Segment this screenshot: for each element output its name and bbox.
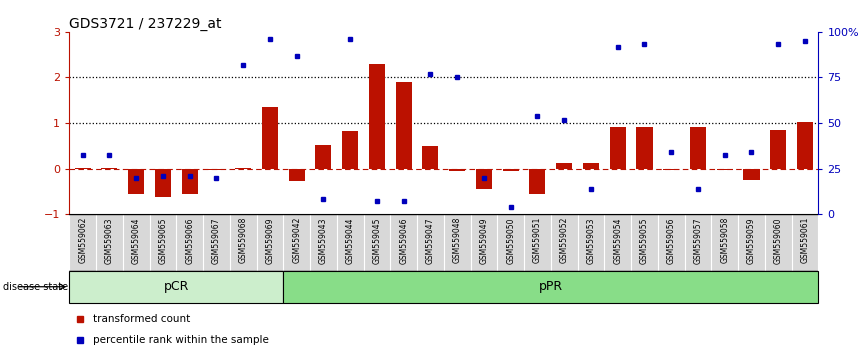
Bar: [236, 168, 251, 169]
Text: GSM559054: GSM559054: [613, 217, 622, 263]
Text: GSM559050: GSM559050: [507, 217, 515, 263]
Bar: [663, 169, 679, 170]
Text: GSM559052: GSM559052: [559, 217, 569, 263]
Text: GSM559066: GSM559066: [185, 217, 194, 263]
Text: GSM559055: GSM559055: [640, 217, 649, 263]
Text: GSM559049: GSM559049: [480, 217, 488, 263]
Text: GDS3721 / 237229_at: GDS3721 / 237229_at: [69, 17, 222, 31]
Text: GSM559051: GSM559051: [533, 217, 542, 263]
Text: GSM559059: GSM559059: [747, 217, 756, 263]
Bar: [610, 127, 626, 169]
Text: disease state: disease state: [3, 282, 68, 292]
Text: GSM559047: GSM559047: [426, 217, 435, 263]
Bar: [743, 169, 759, 180]
Text: transformed count: transformed count: [93, 314, 190, 324]
Bar: [155, 169, 171, 197]
Bar: [449, 169, 465, 171]
Bar: [342, 131, 359, 169]
Text: GSM559068: GSM559068: [239, 217, 248, 263]
Text: pCR: pCR: [164, 280, 189, 293]
Text: GSM559057: GSM559057: [694, 217, 702, 263]
Bar: [128, 169, 144, 194]
Bar: [556, 163, 572, 169]
Text: GSM559053: GSM559053: [586, 217, 596, 263]
Bar: [209, 169, 224, 170]
Bar: [770, 130, 786, 169]
Bar: [502, 169, 519, 171]
Bar: [182, 169, 197, 194]
Bar: [396, 82, 411, 169]
Text: GSM559043: GSM559043: [319, 217, 328, 263]
Text: GSM559056: GSM559056: [667, 217, 675, 263]
Bar: [797, 122, 813, 169]
Text: GSM559065: GSM559065: [158, 217, 167, 263]
Bar: [369, 64, 385, 169]
Bar: [529, 169, 546, 194]
Bar: [476, 169, 492, 189]
Text: GSM559061: GSM559061: [800, 217, 810, 263]
Text: GSM559063: GSM559063: [105, 217, 114, 263]
Bar: [637, 127, 652, 169]
Text: percentile rank within the sample: percentile rank within the sample: [93, 335, 268, 345]
Bar: [717, 169, 733, 170]
Text: GSM559067: GSM559067: [212, 217, 221, 263]
Text: GSM559064: GSM559064: [132, 217, 140, 263]
Bar: [288, 169, 305, 181]
Text: GSM559062: GSM559062: [78, 217, 87, 263]
Bar: [315, 145, 332, 169]
Bar: [74, 168, 91, 169]
Text: GSM559069: GSM559069: [266, 217, 275, 263]
Text: GSM559058: GSM559058: [721, 217, 729, 263]
Bar: [69, 271, 283, 303]
Bar: [423, 146, 438, 169]
Bar: [101, 168, 118, 169]
Bar: [690, 127, 706, 169]
Bar: [583, 163, 599, 169]
Bar: [283, 271, 818, 303]
Bar: [262, 107, 278, 169]
Text: GSM559044: GSM559044: [346, 217, 355, 263]
Text: GSM559060: GSM559060: [773, 217, 783, 263]
Text: GSM559048: GSM559048: [453, 217, 462, 263]
Text: GSM559046: GSM559046: [399, 217, 408, 263]
Text: pPR: pPR: [539, 280, 563, 293]
Text: GSM559042: GSM559042: [292, 217, 301, 263]
Text: GSM559045: GSM559045: [372, 217, 381, 263]
